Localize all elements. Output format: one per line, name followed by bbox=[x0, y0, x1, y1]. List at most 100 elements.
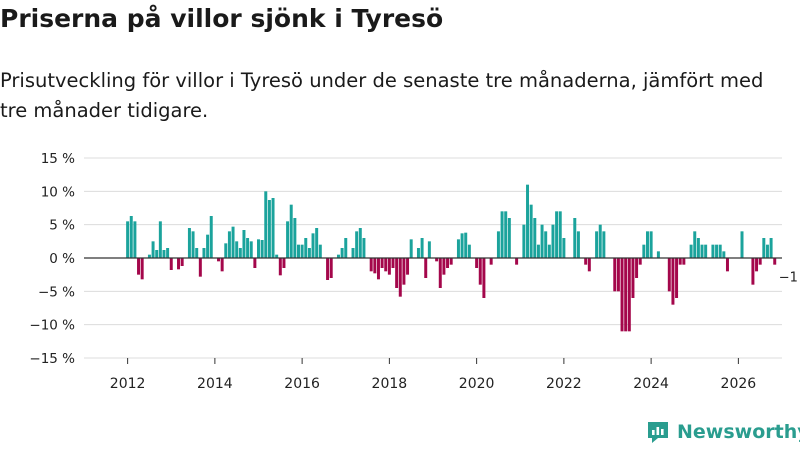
bar bbox=[435, 258, 439, 262]
bar bbox=[642, 244, 646, 258]
bar bbox=[227, 231, 231, 258]
bar bbox=[682, 258, 686, 265]
bar bbox=[376, 258, 380, 280]
bar bbox=[675, 258, 679, 298]
bar bbox=[529, 204, 533, 258]
bar bbox=[635, 258, 639, 278]
bar bbox=[137, 258, 141, 275]
bar bbox=[456, 239, 460, 258]
bar bbox=[209, 216, 213, 258]
brand-logo: Newsworthy bbox=[645, 419, 800, 445]
bar bbox=[129, 216, 133, 258]
bar bbox=[758, 258, 762, 265]
bar bbox=[300, 244, 304, 258]
y-tick-label: 10 % bbox=[41, 184, 75, 200]
bar bbox=[547, 244, 551, 258]
bar bbox=[475, 258, 479, 268]
bar bbox=[293, 218, 297, 258]
bar bbox=[224, 243, 228, 258]
bar bbox=[329, 258, 333, 278]
bar bbox=[533, 218, 537, 258]
y-tick-label: 15 % bbox=[41, 151, 75, 167]
bar bbox=[725, 258, 729, 272]
bar bbox=[304, 238, 308, 258]
bar bbox=[624, 258, 628, 332]
bar bbox=[442, 258, 446, 275]
bar bbox=[515, 258, 519, 265]
bar bbox=[267, 200, 271, 258]
bar bbox=[587, 258, 591, 272]
bar bbox=[282, 258, 286, 268]
bar bbox=[384, 258, 388, 272]
bar bbox=[540, 224, 544, 258]
bar bbox=[631, 258, 635, 298]
bar bbox=[169, 258, 173, 270]
bar bbox=[369, 258, 373, 272]
bar bbox=[645, 231, 649, 258]
bar bbox=[140, 258, 144, 280]
bar bbox=[311, 233, 315, 258]
bar bbox=[722, 251, 726, 258]
bar bbox=[526, 184, 530, 258]
bar bbox=[162, 250, 166, 258]
bar bbox=[398, 258, 402, 297]
bar bbox=[449, 258, 453, 265]
bar bbox=[427, 241, 431, 258]
bar bbox=[289, 204, 293, 258]
bar bbox=[355, 231, 359, 258]
bar bbox=[326, 258, 330, 280]
bar bbox=[362, 238, 366, 258]
bar bbox=[380, 258, 384, 268]
bar bbox=[704, 244, 708, 258]
x-tick-label: 2012 bbox=[110, 376, 146, 392]
bar bbox=[242, 230, 246, 258]
bar bbox=[315, 228, 319, 258]
bar bbox=[246, 238, 250, 258]
y-tick-label: −10 % bbox=[29, 318, 75, 334]
bar bbox=[671, 258, 675, 305]
bar bbox=[616, 258, 620, 292]
bar bbox=[693, 231, 697, 258]
x-tick-label: 2026 bbox=[721, 376, 757, 392]
bar bbox=[191, 231, 195, 258]
bar bbox=[155, 250, 159, 258]
bar bbox=[544, 231, 548, 258]
bar bbox=[187, 228, 191, 258]
bar bbox=[158, 221, 162, 258]
bar bbox=[638, 258, 642, 265]
bar bbox=[584, 258, 588, 265]
bar bbox=[260, 240, 264, 258]
bar bbox=[264, 191, 268, 258]
bar bbox=[420, 238, 424, 258]
bar bbox=[253, 258, 257, 268]
bar bbox=[275, 254, 279, 258]
bar bbox=[504, 211, 508, 258]
bar bbox=[740, 231, 744, 258]
bar bbox=[220, 258, 224, 272]
bar bbox=[249, 241, 253, 258]
bar bbox=[217, 258, 221, 262]
grid-lines bbox=[84, 157, 782, 359]
bar bbox=[235, 241, 239, 258]
y-tick-label: 0 % bbox=[49, 251, 75, 267]
bar bbox=[718, 244, 722, 258]
bar bbox=[438, 258, 442, 288]
y-tick-label: 5 % bbox=[49, 218, 75, 234]
bar bbox=[296, 244, 300, 258]
bar bbox=[755, 258, 759, 272]
bar bbox=[558, 211, 562, 258]
bar bbox=[620, 258, 624, 332]
annotations: −1 % bbox=[779, 271, 800, 286]
bar bbox=[769, 238, 773, 258]
bar bbox=[126, 221, 130, 258]
newsworthy-logo-icon bbox=[648, 422, 668, 443]
bar bbox=[446, 258, 450, 268]
bar bbox=[351, 248, 355, 258]
bar bbox=[464, 232, 468, 258]
bar bbox=[711, 244, 715, 258]
bar bbox=[318, 244, 322, 258]
bar bbox=[715, 244, 719, 258]
bar bbox=[765, 244, 769, 258]
bar bbox=[522, 224, 526, 258]
